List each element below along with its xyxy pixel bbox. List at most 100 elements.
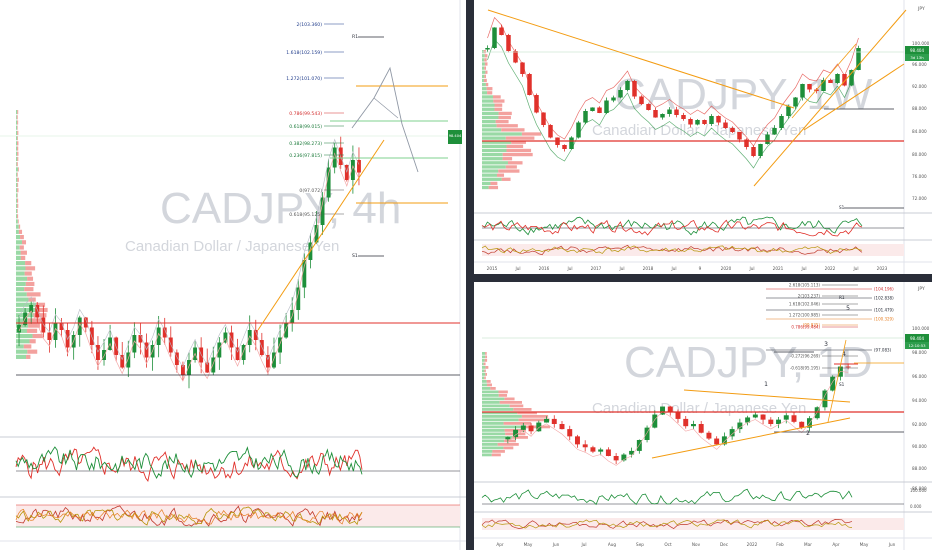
left-candle	[180, 365, 185, 375]
left-candle	[162, 327, 167, 338]
volume-profile-bar-1d	[503, 446, 514, 450]
volume-profile-bar-4h	[16, 172, 18, 177]
wave-label-5-1d: 5	[846, 305, 850, 312]
trendline-orange-1w	[753, 9, 907, 187]
volume-profile-bar-4h	[16, 214, 18, 219]
volume-profile-bar-1w	[482, 140, 512, 144]
rt-candle	[751, 147, 756, 156]
rb-candle	[513, 429, 519, 438]
rt-candle	[632, 81, 637, 97]
volume-profile-bar-1d	[512, 436, 528, 439]
volume-profile-bar-4h	[16, 344, 24, 349]
volume-profile-bar-1w	[488, 185, 499, 190]
left-candle	[187, 360, 191, 375]
volume-profile-bar-1w	[482, 173, 497, 177]
price-axis-label-1d: 96.000	[912, 374, 927, 379]
fib-level-label-1d: 1.272(100.985)	[789, 313, 821, 318]
rt-candle	[730, 128, 735, 132]
volume-profile-bar-4h	[17, 156, 19, 162]
rb-candle	[528, 425, 534, 432]
indicator-axis-label-1d: 100.000	[910, 488, 927, 493]
rb-candle	[629, 450, 635, 455]
time-axis-label-1w: 9	[699, 266, 702, 271]
volume-profile-bar-4h	[17, 141, 19, 146]
volume-profile-bar-4h	[20, 250, 27, 255]
volume-profile-bar-4h	[16, 261, 26, 266]
rb-candle	[737, 422, 743, 430]
time-axis-label-1d: Mar	[804, 542, 812, 547]
time-axis-label-1w: Jul	[514, 266, 520, 271]
volume-profile-bar-1d	[482, 366, 486, 369]
volume-profile-bar-1w	[486, 87, 493, 91]
volume-profile-bar-4h	[17, 120, 19, 125]
left-candle	[265, 355, 270, 368]
volume-profile-bar-1w	[482, 124, 497, 128]
volume-profile-bar-1d	[491, 453, 501, 457]
rt-candle	[695, 120, 700, 125]
volume-profile-bar-4h	[16, 172, 17, 177]
rt-candle	[506, 35, 511, 51]
volume-profile-bar-4h	[16, 281, 26, 287]
rb-candle	[582, 444, 588, 448]
rt-candle	[702, 120, 707, 124]
rb-candle	[721, 436, 727, 445]
rt-candle	[709, 116, 714, 124]
rt-candle	[688, 119, 693, 125]
trendline-orange-1w	[791, 43, 857, 119]
fib-level-label-1d: 2.618(105.113)	[789, 283, 821, 288]
countdown-tag-text-1d: 12:10:53	[908, 343, 926, 348]
time-axis-label-1d: Feb	[776, 542, 784, 547]
volume-profile-bar-4h	[17, 125, 18, 130]
rt-candle	[583, 111, 588, 123]
volume-profile-bar-1d	[482, 453, 492, 457]
volume-profile-bar-1w	[506, 148, 532, 153]
left-candle	[296, 287, 301, 310]
rt-candle	[772, 128, 777, 135]
rt-candle	[800, 84, 805, 98]
volume-profile-bar-4h	[34, 313, 47, 318]
rt-candle	[569, 137, 574, 149]
rb-candle	[675, 411, 681, 419]
volume-profile-bar-1w	[511, 140, 526, 144]
left-candle	[138, 335, 143, 343]
chart-canvas-1d[interactable]: JPY 100.000 98.000 96.000 94.000 92.000 90.000…	[474, 282, 932, 550]
rb-candle	[776, 419, 782, 424]
fib-level-label-1d: (100.329)	[874, 317, 894, 322]
time-axis-label-1w: 2020	[721, 266, 732, 271]
volume-profile-bar-1d	[482, 359, 485, 362]
price-tag-text-4h: 98.404	[449, 134, 462, 138]
projection-path-4h	[373, 97, 399, 119]
price-axis-label-1w: 96.000	[912, 62, 927, 67]
left-candle	[235, 347, 240, 360]
volume-profile-bar-4h	[17, 177, 19, 182]
left-candle	[217, 342, 222, 358]
volume-profile-bar-4h	[26, 354, 31, 359]
chart-pane-1w[interactable]: CADJPY, 1W Canadian Dollar / Japanese Ye…	[474, 0, 932, 274]
chart-pane-1d[interactable]: CADJPY, 1D Canadian Dollar / Japanese Ye…	[474, 282, 932, 550]
chart-pane-4h[interactable]: CADJPY, 4h Canadian Dollar / Japanese Ye…	[0, 0, 466, 550]
volume-profile-bar-1d	[482, 443, 498, 446]
pane-divider-vertical[interactable]	[466, 0, 474, 550]
volume-profile-bar-1d	[490, 387, 496, 390]
rt-candle	[492, 27, 497, 48]
fib-level-label-4h: 2(103.360)	[296, 22, 322, 28]
rt-candle	[828, 80, 833, 83]
time-axis-label-1d: Jun	[888, 542, 896, 547]
rb-candle	[536, 422, 542, 432]
rt-candle	[534, 95, 539, 113]
time-axis-label-1w: Jul	[852, 266, 858, 271]
chart-canvas-1w[interactable]: JPY 100.000 96.000 92.000 88.000 84.000 80.000…	[474, 0, 932, 274]
volume-profile-bar-1w	[487, 91, 493, 95]
rb-candle	[706, 432, 712, 439]
volume-profile-bar-4h	[23, 344, 32, 349]
volume-profile-bar-4h	[17, 167, 19, 172]
volume-profile-bar-1d	[484, 376, 486, 380]
time-axis-label-1w: Jul	[566, 266, 572, 271]
chart-canvas-4h[interactable]: 2(103.360) 1.618(102.159) 1.272(101.070) 0.…	[0, 0, 466, 550]
volume-profile-bar-1d	[482, 387, 491, 390]
volume-profile-bar-4h	[16, 240, 22, 245]
pane-divider-horizontal[interactable]	[474, 274, 932, 282]
price-axis-label-1w: 84.000	[912, 129, 927, 134]
left-candle	[174, 352, 179, 365]
rb-candle	[822, 390, 828, 408]
